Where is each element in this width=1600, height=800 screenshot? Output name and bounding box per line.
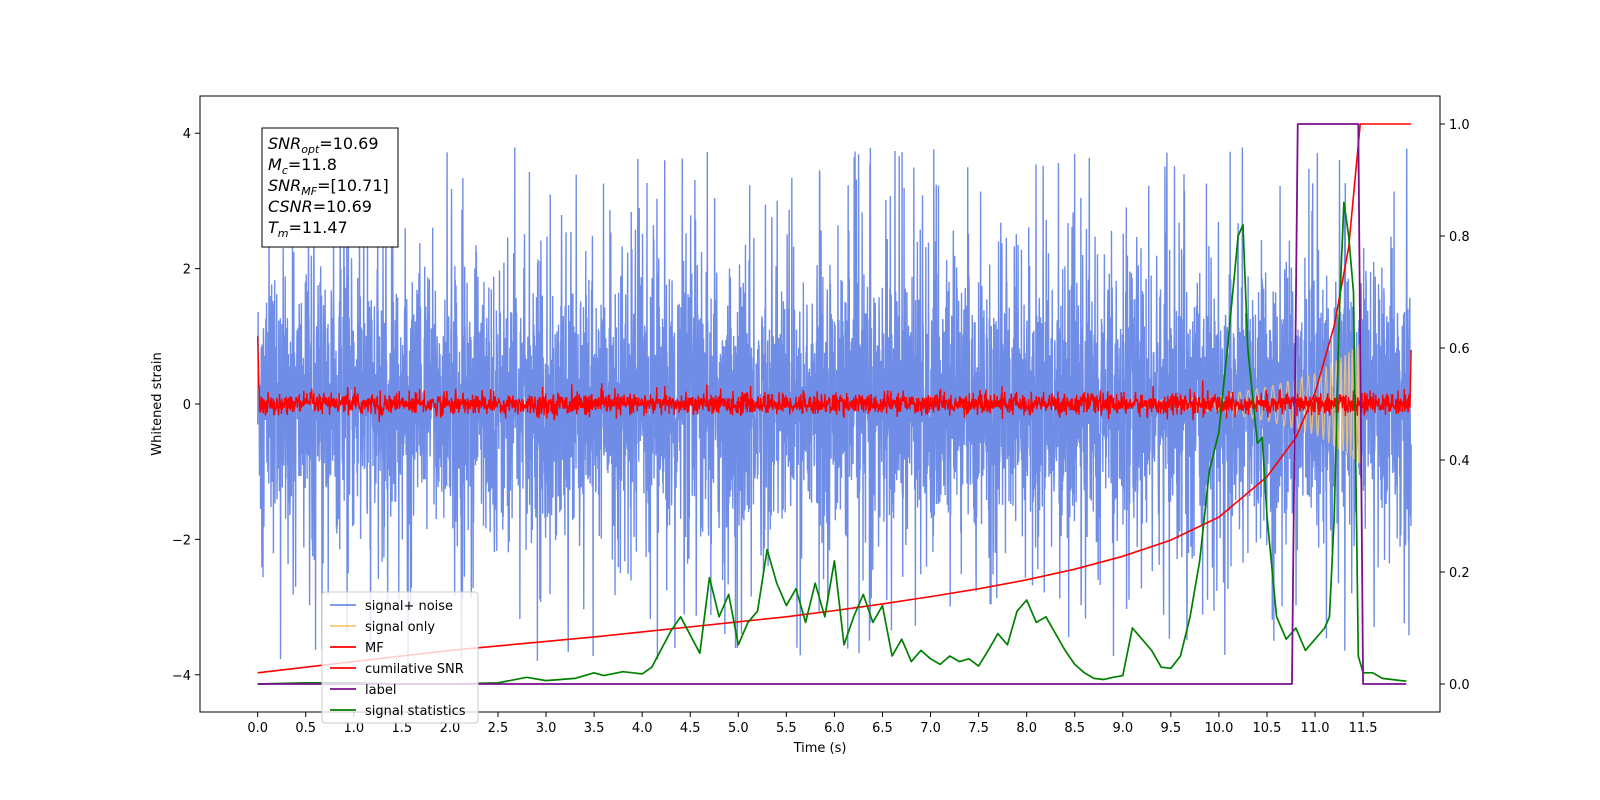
y2-tick-label: 0.8 <box>1449 230 1470 245</box>
y-tick-label: 0 <box>183 398 191 413</box>
x-tick-label: 7.0 <box>920 721 941 736</box>
y-axis-label: Whitened strain <box>150 352 165 455</box>
x-tick-label: 2.0 <box>440 721 461 736</box>
annotation-line: Tm=11.47 <box>268 218 348 240</box>
y2-tick-label: 0.2 <box>1449 566 1470 581</box>
legend-label: label <box>365 683 396 698</box>
legend: signal+ noise signal only MF cumilative SNR… <box>321 591 479 724</box>
x-axis-label: Time (s) <box>793 741 847 756</box>
x-tick-label: 10.5 <box>1253 721 1282 736</box>
y-tick-label: 2 <box>183 263 191 278</box>
series-label-line <box>257 123 1407 685</box>
annotation-frame <box>261 127 399 248</box>
annotation-line: SNRopt=10.69 <box>268 134 379 156</box>
x-tick-label: 6.5 <box>872 721 893 736</box>
annotation-box: SNRopt=10.69Mc=11.8SNRMF=[10.71]CSNR=10.… <box>261 127 399 248</box>
x-tick-label: 5.0 <box>728 721 749 736</box>
x-tick-label: 2.5 <box>488 721 509 736</box>
series-signal-statistics-line <box>257 201 1407 685</box>
annotation-line: CSNR=10.69 <box>268 197 372 216</box>
x-tick-label: 10.0 <box>1204 721 1233 736</box>
x-tick-label: 4.5 <box>680 721 701 736</box>
x-tick-label: 1.0 <box>343 721 364 736</box>
legend-entry: label <box>330 683 396 698</box>
legend-entry: MF <box>330 641 384 656</box>
y2-tick-label: 0.4 <box>1449 454 1470 469</box>
y-tick-label: −4 <box>172 669 191 684</box>
series-mf-line <box>256 336 1412 422</box>
legend-entry: signal+ noise <box>330 599 453 614</box>
y2-tick-label: 0.0 <box>1449 678 1470 693</box>
x-tick-label: 3.0 <box>536 721 557 736</box>
x-tick-label: 6.0 <box>824 721 845 736</box>
y2-tick-label: 0.6 <box>1449 342 1470 357</box>
y2-tick-label: 1.0 <box>1449 118 1470 133</box>
x-tick-label: 1.5 <box>392 721 413 736</box>
legend-entry: signal only <box>330 620 435 635</box>
x-tick-label: 8.5 <box>1064 721 1085 736</box>
y-tick-label: −2 <box>172 533 191 548</box>
annotation-line: SNRMF=[10.71] <box>268 176 389 198</box>
x-tick-label: 11.5 <box>1349 721 1378 736</box>
legend-label: signal only <box>365 620 435 635</box>
x-tick-label: 5.5 <box>776 721 797 736</box>
legend-frame <box>321 591 479 724</box>
legend-entry: cumilative SNR <box>330 662 464 677</box>
series-signal-only-line <box>1141 343 1361 464</box>
x-tick-label: 8.0 <box>1016 721 1037 736</box>
series-signal-noise-line <box>256 147 1412 670</box>
x-tick-label: 0.5 <box>295 721 316 736</box>
x-tick-label: 0.0 <box>247 721 268 736</box>
x-tick-label: 11.0 <box>1301 721 1330 736</box>
x-tick-label: 7.5 <box>968 721 989 736</box>
legend-label: signal statistics <box>365 704 466 719</box>
x-tick-label: 3.5 <box>584 721 605 736</box>
legend-label: signal+ noise <box>365 599 453 614</box>
legend-entry: signal statistics <box>330 704 466 719</box>
legend-label: cumilative SNR <box>365 662 464 677</box>
x-tick-label: 9.5 <box>1161 721 1182 736</box>
legend-label: MF <box>365 641 384 656</box>
y-tick-label: 4 <box>183 127 191 142</box>
x-tick-label: 9.0 <box>1112 721 1133 736</box>
x-tick-label: 4.0 <box>632 721 653 736</box>
annotation-line: Mc=11.8 <box>268 155 337 177</box>
